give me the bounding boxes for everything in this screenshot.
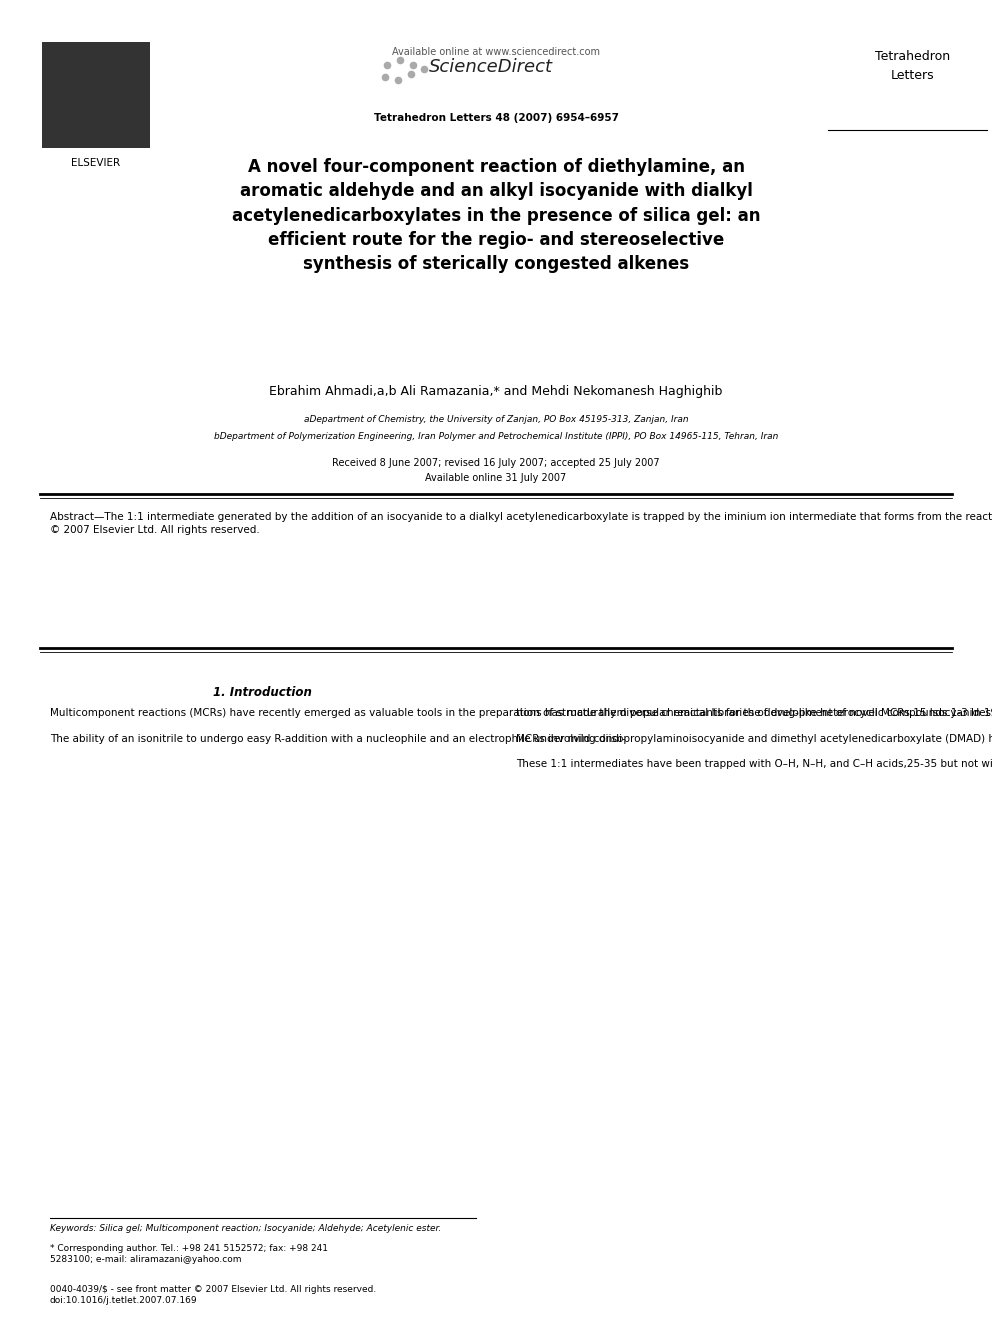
Text: aDepartment of Chemistry, the University of Zanjan, PO Box 45195-313, Zanjan, Ir: aDepartment of Chemistry, the University… [304, 415, 688, 423]
Text: Keywords: Silica gel; Multicomponent reaction; Isocyanide; Aldehyde; Acetylenic : Keywords: Silica gel; Multicomponent rea… [50, 1224, 440, 1233]
Text: A novel four-component reaction of diethylamine, an
aromatic aldehyde and an alk: A novel four-component reaction of dieth… [232, 157, 760, 274]
Text: Available online at www.sciencedirect.com: Available online at www.sciencedirect.co… [392, 48, 600, 57]
Bar [42, 42, 150, 148]
Text: Available online 31 July 2007: Available online 31 July 2007 [426, 474, 566, 483]
Text: bDepartment of Polymerization Engineering, Iran Polymer and Petrochemical Instit: bDepartment of Polymerization Engineerin… [214, 433, 778, 441]
Text: ELSEVIER: ELSEVIER [71, 157, 121, 168]
Text: * Corresponding author. Tel.: +98 241 5152572; fax: +98 241
5283100; e-mail: ali: * Corresponding author. Tel.: +98 241 51… [50, 1244, 327, 1263]
Text: Abstract—The 1:1 intermediate generated by the addition of an isocyanide to a di: Abstract—The 1:1 intermediate generated … [50, 512, 992, 534]
Text: Tetrahedron Letters 48 (2007) 6954–6957: Tetrahedron Letters 48 (2007) 6954–6957 [374, 112, 618, 123]
Text: tions has made them popular reactants for the development of novel MCRs.15 Isocy: tions has made them popular reactants fo… [516, 708, 992, 769]
Text: 0040-4039/$ - see front matter © 2007 Elsevier Ltd. All rights reserved.
doi:10.: 0040-4039/$ - see front matter © 2007 El… [50, 1285, 376, 1304]
Text: Multicomponent reactions (MCRs) have recently emerged as valuable tools in the p: Multicomponent reactions (MCRs) have rec… [50, 708, 992, 744]
Text: ScienceDirect: ScienceDirect [429, 58, 553, 75]
Text: Ebrahim Ahmadi,a,b Ali Ramazania,* and Mehdi Nekomanesh Haghighib: Ebrahim Ahmadi,a,b Ali Ramazania,* and M… [269, 385, 723, 398]
Text: Tetrahedron
Letters: Tetrahedron Letters [875, 50, 950, 82]
Text: 1. Introduction: 1. Introduction [213, 687, 312, 699]
Text: Received 8 June 2007; revised 16 July 2007; accepted 25 July 2007: Received 8 June 2007; revised 16 July 20… [332, 458, 660, 468]
